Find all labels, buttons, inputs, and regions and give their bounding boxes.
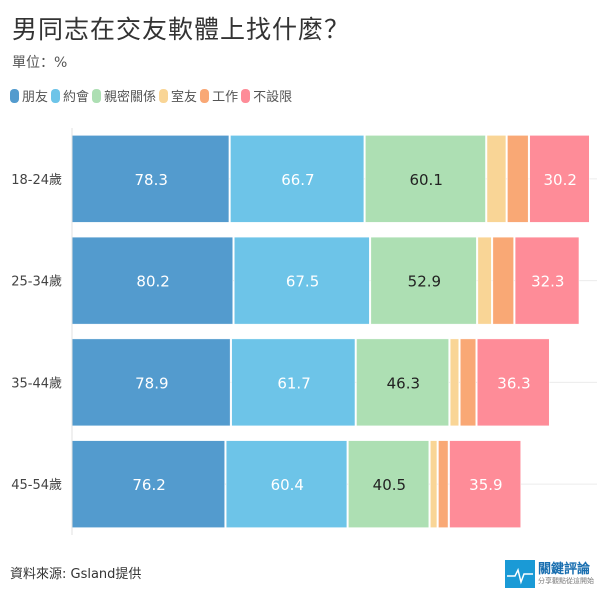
data-label: 46.3: [387, 374, 420, 392]
bar-segment: [370, 236, 477, 325]
legend-swatch: [92, 88, 102, 103]
bar-segment: [529, 135, 590, 223]
bar-segment: [348, 440, 430, 528]
bar-segment: [71, 236, 234, 325]
data-label: 80.2: [136, 273, 169, 291]
legend-label: 約會: [63, 90, 90, 105]
bar-segment: [430, 440, 438, 528]
legend-label: 親密關係: [104, 90, 157, 105]
bar-segment: [231, 338, 356, 427]
bar-segment: [514, 236, 580, 325]
legend-swatch: [241, 88, 251, 103]
chart-subtitle: 單位：%: [12, 55, 68, 71]
data-label: 78.3: [135, 171, 168, 189]
data-label: 60.4: [271, 476, 304, 494]
data-label: 60.1: [409, 171, 442, 189]
legend: 朋友 約會 親密關係 室友 工作 不設限: [10, 86, 295, 105]
legend-item[interactable]: 不設限: [241, 86, 292, 105]
data-label: 30.2: [544, 171, 577, 189]
data-label: 35.9: [469, 476, 502, 494]
bar-segment: [486, 135, 507, 223]
legend-swatch: [51, 88, 61, 103]
bar-segment: [449, 338, 460, 427]
bar-segment: [234, 236, 370, 325]
source-note: 資料來源: Gsland提供: [10, 567, 142, 582]
bar-segment: [507, 135, 529, 223]
legend-swatch: [159, 88, 169, 103]
data-label: 67.5: [286, 273, 319, 291]
legend-item[interactable]: 朋友: [10, 86, 48, 105]
legend-item[interactable]: 工作: [200, 86, 238, 105]
bar-segment: [460, 338, 477, 427]
data-label: 36.3: [497, 374, 530, 392]
bar-segment: [71, 440, 225, 528]
logo-icon: [505, 560, 535, 588]
legend-item[interactable]: 室友: [159, 86, 197, 105]
logo: 關鍵評論 分享觀點從這開始: [505, 560, 594, 588]
logo-sub-text: 分享觀點從這開始: [538, 577, 594, 585]
data-label: 52.9: [408, 273, 441, 291]
bar-segment: [356, 338, 449, 427]
data-label: 66.7: [281, 171, 314, 189]
legend-label: 室友: [171, 90, 198, 105]
legend-label: 不設限: [253, 90, 293, 105]
bar-segment: [438, 440, 449, 528]
data-label: 32.3: [531, 273, 564, 291]
legend-item[interactable]: 親密關係: [92, 86, 156, 105]
legend-swatch: [10, 88, 19, 103]
category-label: 25-34歲: [11, 275, 62, 290]
bar-segment: [71, 338, 231, 427]
bar-segment: [225, 440, 348, 528]
category-label: 18-24歲: [11, 173, 62, 188]
bar-segment: [449, 440, 521, 528]
legend-label: 朋友: [22, 90, 49, 105]
bar-segment: [71, 135, 230, 223]
data-label: 76.2: [132, 476, 165, 494]
data-label: 40.5: [373, 476, 406, 494]
data-label: 61.7: [277, 374, 310, 392]
category-label: 45-54歲: [11, 478, 62, 493]
bar-segment: [365, 135, 486, 223]
bar-segment: [477, 236, 492, 325]
logo-main-text: 關鍵評論: [538, 562, 591, 577]
bar-segment: [492, 236, 514, 325]
bar-segment: [230, 135, 365, 223]
legend-item[interactable]: 約會: [51, 86, 89, 105]
legend-swatch: [200, 88, 210, 103]
data-label: 78.9: [135, 374, 168, 392]
category-label: 35-44歲: [11, 376, 62, 391]
legend-label: 工作: [212, 90, 239, 105]
bar-segment: [477, 338, 550, 427]
chart-title: 男同志在交友軟體上找什麼？: [12, 15, 351, 44]
